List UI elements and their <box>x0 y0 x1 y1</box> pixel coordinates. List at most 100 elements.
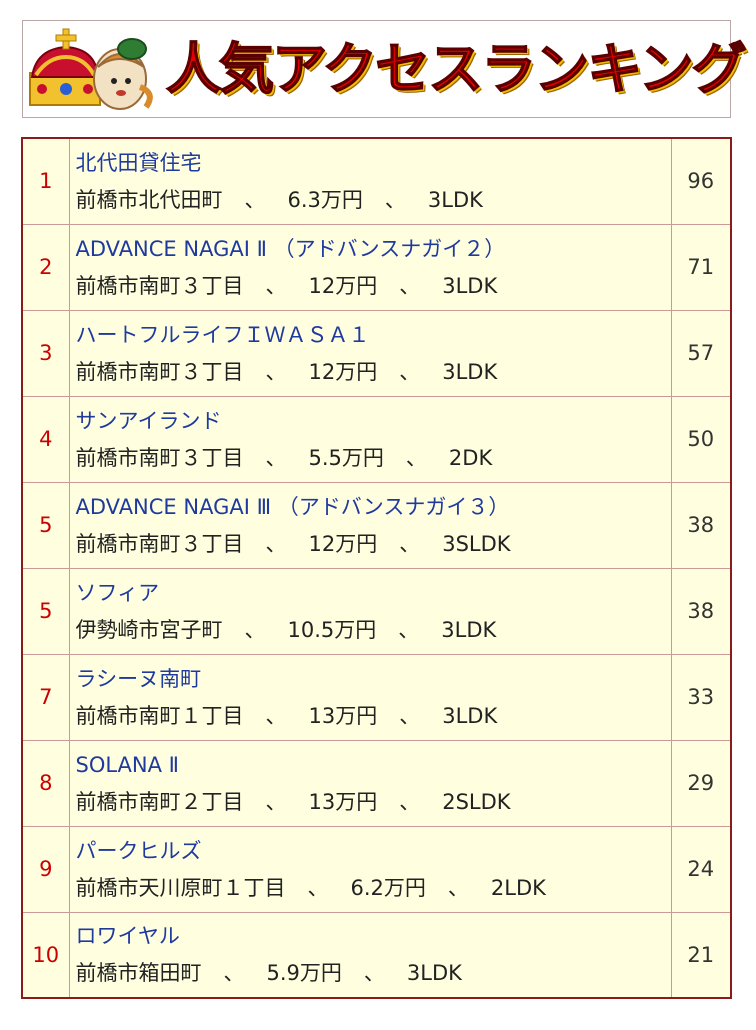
rank-number: 8 <box>21 739 70 827</box>
property-name-link[interactable]: サンアイランド <box>75 408 222 433</box>
property-address: 前橋市北代田町 <box>75 187 223 212</box>
property-details: 前橋市南町３丁目、 5.5万円、 2DK <box>76 442 671 474</box>
ranking-table: 1 北代田貸住宅 前橋市北代田町、 6.3万円、 3LDK 96 2 ADVANCE NAGA… <box>21 137 732 999</box>
property-name-link[interactable]: ADVANCE NAGAI Ⅲ （アドバンスナガイ３） <box>75 494 510 519</box>
rank-number: 3 <box>21 309 70 397</box>
property-details: 伊勢崎市宮子町、 10.5万円、 3LDK <box>76 614 671 646</box>
property-info: 北代田貸住宅 前橋市北代田町、 6.3万円、 3LDK <box>68 137 672 225</box>
ranking-body: 1 北代田貸住宅 前橋市北代田町、 6.3万円、 3LDK 96 2 ADVANCE NAGA… <box>21 137 732 999</box>
property-layout: 3SLDK <box>442 531 511 556</box>
property-address: 伊勢崎市宮子町 <box>75 617 223 642</box>
access-count: 96 <box>670 137 732 225</box>
property-details: 前橋市天川原町１丁目、 6.2万円、 2LDK <box>76 872 671 904</box>
property-price: 12万円 <box>308 531 378 556</box>
property-name-link[interactable]: ADVANCE NAGAI Ⅱ （アドバンスナガイ２） <box>75 236 506 261</box>
separator: 、 <box>265 531 287 556</box>
property-layout: 3LDK <box>442 703 498 728</box>
access-count: 38 <box>670 567 732 655</box>
separator: 、 <box>399 531 421 556</box>
rank-number: 5 <box>21 567 70 655</box>
access-count: 24 <box>670 825 732 913</box>
separator: 、 <box>265 273 287 298</box>
access-count: 50 <box>670 395 732 483</box>
property-details: 前橋市北代田町、 6.3万円、 3LDK <box>76 184 671 216</box>
separator: 、 <box>223 961 245 986</box>
separator: 、 <box>398 617 420 642</box>
separator: 、 <box>384 187 406 212</box>
property-info: ハートフルライフＩＷＡＳＡ１ 前橋市南町３丁目、 12万円、 3LDK <box>68 309 672 397</box>
separator: 、 <box>363 961 385 986</box>
rank-number: 1 <box>21 137 70 225</box>
separator: 、 <box>265 703 287 728</box>
property-layout: 3LDK <box>441 617 497 642</box>
access-count: 57 <box>670 309 732 397</box>
access-count: 71 <box>670 223 732 311</box>
property-info: ADVANCE NAGAI Ⅱ （アドバンスナガイ２） 前橋市南町３丁目、 12万円… <box>68 223 672 311</box>
separator: 、 <box>265 359 287 384</box>
property-address: 前橋市南町３丁目 <box>75 359 244 384</box>
separator: 、 <box>399 359 421 384</box>
property-address: 前橋市南町３丁目 <box>75 445 244 470</box>
ranking-row: 2 ADVANCE NAGAI Ⅱ （アドバンスナガイ２） 前橋市南町３丁目、 12万… <box>21 223 732 311</box>
property-name-link[interactable]: パークヒルズ <box>75 838 202 863</box>
property-layout: 2SLDK <box>442 789 511 814</box>
property-info: ラシーヌ南町 前橋市南町１丁目、 13万円、 3LDK <box>68 653 672 741</box>
property-price: 12万円 <box>308 273 378 298</box>
property-info: パークヒルズ 前橋市天川原町１丁目、 6.2万円、 2LDK <box>68 825 672 913</box>
property-price: 13万円 <box>308 703 378 728</box>
property-details: 前橋市南町３丁目、 12万円、 3LDK <box>76 270 671 302</box>
separator: 、 <box>265 789 287 814</box>
property-info: ADVANCE NAGAI Ⅲ （アドバンスナガイ３） 前橋市南町３丁目、 12万円… <box>68 481 672 569</box>
separator: 、 <box>447 875 469 900</box>
ranking-row: 5 ソフィア 伊勢崎市宮子町、 10.5万円、 3LDK 38 <box>21 567 732 655</box>
property-details: 前橋市南町２丁目、 13万円、 2SLDK <box>76 786 671 818</box>
property-price: 6.3万円 <box>287 187 363 212</box>
access-count: 33 <box>670 653 732 741</box>
property-details: 前橋市南町３丁目、 12万円、 3SLDK <box>76 528 671 560</box>
ranking-row: 9 パークヒルズ 前橋市天川原町１丁目、 6.2万円、 2LDK 24 <box>21 825 732 913</box>
access-count: 29 <box>670 739 732 827</box>
separator: 、 <box>405 445 427 470</box>
property-address: 前橋市南町２丁目 <box>75 789 244 814</box>
property-name-link[interactable]: ソフィア <box>75 580 160 605</box>
rank-number: 5 <box>21 481 70 569</box>
ranking-row: 7 ラシーヌ南町 前橋市南町１丁目、 13万円、 3LDK 33 <box>21 653 732 741</box>
property-layout: 3LDK <box>406 961 462 986</box>
property-layout: 2DK <box>448 445 493 470</box>
property-name-link[interactable]: ロワイヤル <box>75 924 180 949</box>
property-price: 12万円 <box>308 359 378 384</box>
property-info: ロワイヤル 前橋市箱田町、 5.9万円、 3LDK <box>68 911 672 999</box>
separator: 、 <box>244 617 266 642</box>
property-address: 前橋市南町１丁目 <box>75 703 244 728</box>
property-price: 13万円 <box>308 789 378 814</box>
property-layout: 2LDK <box>490 875 546 900</box>
property-info: SOLANA Ⅱ 前橋市南町２丁目、 13万円、 2SLDK <box>68 739 672 827</box>
property-price: 5.5万円 <box>308 445 384 470</box>
banner-title: 人気アクセスランキング <box>165 36 747 102</box>
property-layout: 3LDK <box>442 273 498 298</box>
ranking-row: 4 サンアイランド 前橋市南町３丁目、 5.5万円、 2DK 50 <box>21 395 732 483</box>
separator: 、 <box>244 187 266 212</box>
property-price: 5.9万円 <box>266 961 342 986</box>
rank-number: 10 <box>21 911 70 999</box>
access-count: 21 <box>670 911 732 999</box>
access-count: 38 <box>670 481 732 569</box>
ranking-banner: 人気アクセスランキング <box>22 20 747 118</box>
ranking-row: 3 ハートフルライフＩＷＡＳＡ１ 前橋市南町３丁目、 12万円、 3LDK 57 <box>21 309 732 397</box>
separator: 、 <box>307 875 329 900</box>
rank-number: 9 <box>21 825 70 913</box>
separator: 、 <box>399 789 421 814</box>
property-address: 前橋市南町３丁目 <box>75 531 244 556</box>
property-name-link[interactable]: ラシーヌ南町 <box>75 666 202 691</box>
property-price: 6.2万円 <box>350 875 426 900</box>
ranking-row: 10 ロワイヤル 前橋市箱田町、 5.9万円、 3LDK 21 <box>21 911 732 999</box>
property-address: 前橋市南町３丁目 <box>75 273 244 298</box>
ranking-row: 8 SOLANA Ⅱ 前橋市南町２丁目、 13万円、 2SLDK 29 <box>21 739 732 827</box>
property-details: 前橋市南町３丁目、 12万円、 3LDK <box>76 356 671 388</box>
property-name-link[interactable]: SOLANA Ⅱ <box>75 752 180 777</box>
property-name-link[interactable]: ハートフルライフＩＷＡＳＡ１ <box>75 322 370 347</box>
property-name-link[interactable]: 北代田貸住宅 <box>75 150 202 175</box>
rank-number: 4 <box>21 395 70 483</box>
ranking-row: 5 ADVANCE NAGAI Ⅲ （アドバンスナガイ３） 前橋市南町３丁目、 12万… <box>21 481 732 569</box>
separator: 、 <box>265 445 287 470</box>
